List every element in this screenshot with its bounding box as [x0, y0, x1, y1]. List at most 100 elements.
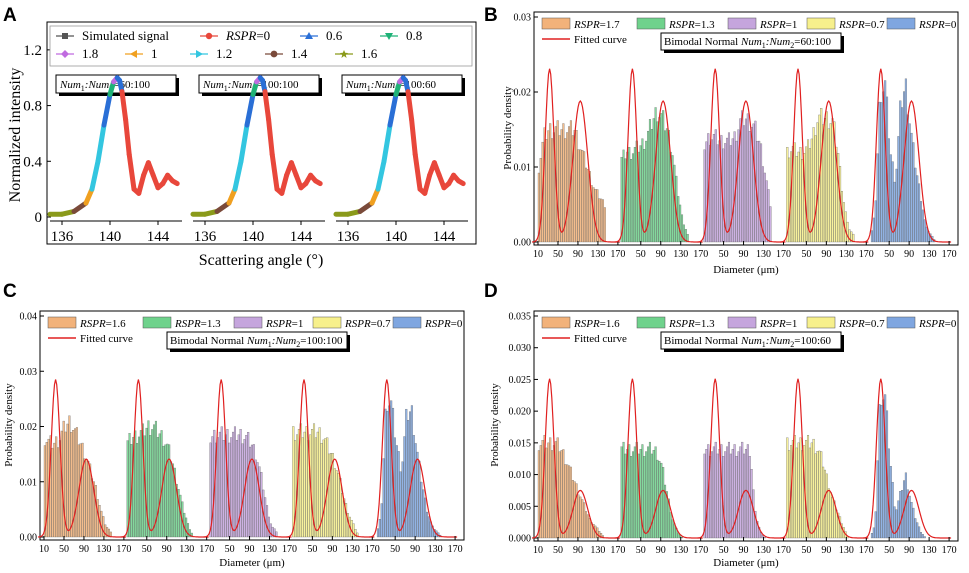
histogram-bar [92, 481, 95, 538]
x-tick-label: 170 [859, 249, 874, 260]
y-tick-label: 0.03 [514, 13, 532, 24]
histogram-bar [577, 494, 580, 539]
x-tick-label: 50 [719, 249, 729, 260]
legend-label-a: Simulated signal [82, 28, 169, 43]
histogram-bar [816, 122, 819, 243]
x-tick-label: 170 [776, 249, 791, 260]
histogram-bar [786, 437, 789, 539]
y-tick-label: 0.02 [514, 88, 532, 99]
annotation-label-a: Num1:Num2=100:100 [202, 79, 299, 93]
histogram-bar [153, 424, 156, 538]
histogram-bar [137, 436, 141, 538]
curve-segment-a [422, 172, 433, 196]
histogram-bar [566, 132, 569, 243]
histogram-bar [292, 426, 295, 538]
x-tick-label: 10 [533, 545, 543, 556]
legend-label-a: 0.6 [326, 28, 343, 43]
fitted-curve [780, 68, 869, 243]
y-tick-label: 0.005 [509, 502, 532, 513]
histogram-bar [328, 453, 331, 538]
legend-label: RSPR=1.3 [668, 318, 715, 330]
histogram-bar [335, 470, 338, 538]
histogram-bar [837, 153, 840, 243]
histogram-bar [793, 142, 796, 243]
legend-swatch [47, 316, 77, 329]
plot-frame-b [533, 11, 959, 246]
histogram-bar [354, 529, 357, 538]
histogram-bar [835, 146, 838, 243]
histogram-bar [139, 430, 142, 538]
x-tick-label: 10 [39, 544, 49, 555]
histogram-bar [752, 123, 755, 243]
annotation-label-a: Num1:Num2=60:100 [59, 79, 150, 93]
histogram-bar [79, 443, 82, 538]
histogram-bar [662, 467, 665, 539]
histogram-bar [568, 465, 571, 539]
x-tick-label: 50 [553, 249, 563, 260]
histogram-bar [705, 449, 708, 539]
histogram-bar [51, 447, 54, 538]
histogram-bar [190, 532, 193, 538]
histogram-bar [652, 450, 655, 539]
histogram-bar [648, 119, 651, 243]
histogram-bar [650, 129, 653, 243]
histogram-bar [271, 526, 274, 538]
y-tick-label: 0.01 [20, 477, 38, 488]
histogram-bar [134, 430, 137, 538]
x-tick-label: 90 [656, 249, 666, 260]
histogram-bar [594, 189, 597, 243]
x-tick-label: 90 [327, 544, 337, 555]
histogram-bar [765, 180, 768, 243]
histogram-bar [267, 516, 270, 538]
histogram-bar [583, 502, 586, 539]
x-axis-title-b: Diameter (μm) [713, 264, 779, 276]
histogram-bar [788, 157, 791, 243]
histogram-bar [831, 497, 834, 539]
histogram-bar [147, 420, 150, 538]
histogram-bar [705, 141, 708, 243]
histogram-bar [921, 209, 924, 243]
histogram-bar [216, 437, 220, 538]
x-tick-label: 130 [262, 544, 277, 555]
legend-a: Simulated signal RSPR=0 0.6 0.8 1.8 1 1.2 1.4 1.… [56, 28, 422, 61]
legend-box-a [49, 25, 473, 67]
x-tick-label: 130 [673, 545, 688, 556]
legend-swatch [636, 17, 666, 30]
x-tick-label: 170 [199, 544, 214, 555]
histogram-bar [311, 429, 314, 538]
histogram-bar [237, 434, 240, 538]
histogram-bar [648, 441, 651, 539]
histogram-bar [662, 110, 665, 243]
y-tick-label-a: 0.4 [23, 154, 42, 170]
bars-c: 0.00 0.01 0.02 0.03 0.04 10 50 90 130 170 50 90 130 1… [20, 312, 463, 556]
histogram-bar [301, 437, 304, 538]
histogram-bar [158, 433, 161, 538]
histogram-bar [558, 135, 561, 243]
panel-b: B Probability density Diameter (μm) 0.00… [484, 5, 959, 276]
histogram-bar [228, 442, 231, 538]
histogram-bar [151, 429, 154, 538]
histogram-bar [218, 431, 221, 538]
fitted-curve [780, 378, 869, 539]
histogram-bar [581, 150, 584, 243]
x-tick-label: 90 [245, 544, 255, 555]
histogram-bar [294, 440, 297, 538]
histogram-bar [247, 432, 250, 538]
histogram-bar [539, 158, 542, 243]
x-tick-label: 50 [801, 249, 811, 260]
histogram-bar [874, 511, 877, 539]
histogram-bar [577, 149, 580, 243]
histogram-bar [558, 451, 561, 539]
legend-label-a: 0.8 [406, 28, 422, 43]
histogram-bar [571, 135, 574, 243]
histogram-bar [94, 485, 97, 538]
histogram-bar [912, 142, 915, 243]
x-tick-label: 130 [839, 545, 854, 556]
histogram-bar [726, 137, 729, 243]
histogram-bar [588, 171, 591, 243]
x-tick-label: 50 [636, 249, 646, 260]
histogram-bar [808, 447, 811, 539]
histogram-bar [569, 466, 572, 539]
histogram-bar [384, 408, 387, 538]
histogram-bar [633, 147, 636, 243]
